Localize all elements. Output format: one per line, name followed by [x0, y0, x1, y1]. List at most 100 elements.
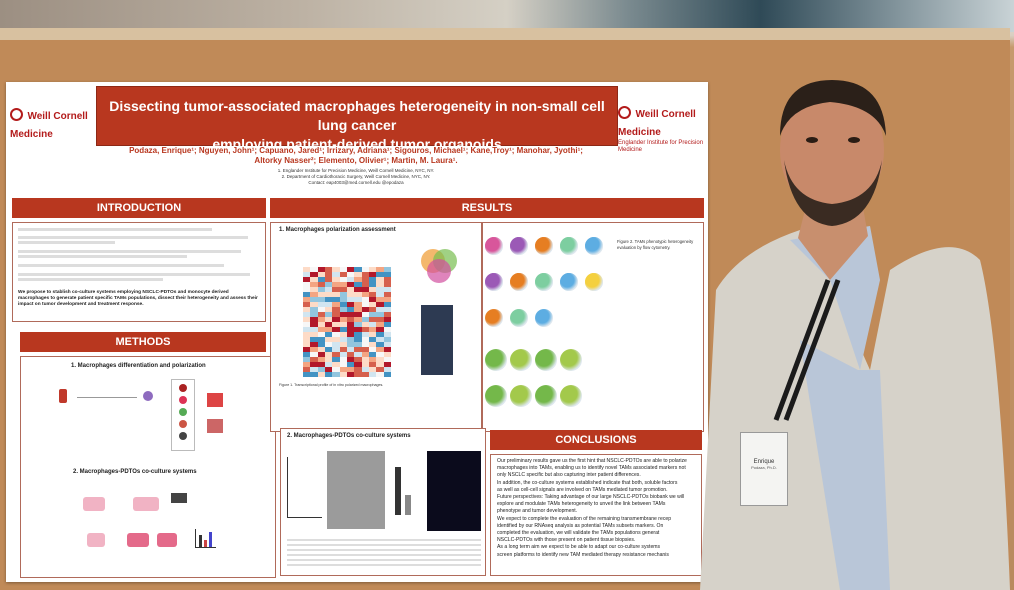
- heatmap-cell: [325, 362, 333, 367]
- window-background: [0, 0, 1014, 32]
- umap-plot: [585, 237, 603, 255]
- heatmap-cell: [376, 307, 384, 312]
- introduction-box: We propose to stablish co-culture system…: [12, 222, 266, 322]
- heatmap-cell: [347, 267, 355, 272]
- heatmap-cell: [361, 332, 369, 337]
- heatmap-cell: [354, 312, 362, 317]
- results-panel-2: 2. Macrophages-PDTOs co-culture systems: [280, 428, 486, 576]
- heatmap-cell: [325, 287, 333, 292]
- heatmap-cell: [383, 372, 391, 377]
- umap-grid: [485, 237, 613, 427]
- conclusions-line: as well as cell-cell signals are involve…: [497, 486, 668, 493]
- bar-plot: [393, 453, 419, 515]
- heatmap-cell: [303, 317, 311, 322]
- heatmap-cell: [347, 332, 355, 337]
- heatmap-cell: [354, 287, 362, 292]
- heatmap-cell: [325, 342, 333, 347]
- heatmap-cell: [369, 362, 377, 367]
- heatmap-cell: [325, 277, 333, 282]
- heatmap-cell: [325, 322, 333, 327]
- heatmap-cell: [303, 337, 311, 342]
- heatmap-cell: [347, 342, 355, 347]
- heatmap-cell: [310, 322, 318, 327]
- heatmap-cell: [376, 357, 384, 362]
- heatmap-cell: [383, 272, 391, 277]
- affiliations: 1. Englander Institute for Precision Med…: [116, 168, 596, 186]
- heatmap-cell: [347, 327, 355, 332]
- heatmap-cell: [383, 362, 391, 367]
- heatmap-cell: [303, 297, 311, 302]
- heatmap-cell: [361, 267, 369, 272]
- heatmap-cell: [376, 362, 384, 367]
- heatmap-cell: [369, 372, 377, 377]
- heatmap-cell: [339, 302, 347, 307]
- conclusions-line: Our preliminary results gave us the firs…: [497, 458, 687, 464]
- microscopy-thumbnail: [207, 393, 223, 407]
- heatmap-cell: [376, 282, 384, 287]
- culture-plate-icon: [133, 497, 159, 511]
- heatmap-cell: [376, 272, 384, 277]
- heatmap-cell: [369, 267, 377, 272]
- conclusions-line: screen platforms to identify new TAM med…: [497, 551, 669, 558]
- heatmap-cell: [332, 327, 340, 332]
- board-frame: [0, 28, 1010, 42]
- heatmap-cell: [383, 287, 391, 292]
- heatmap-cell: [361, 362, 369, 367]
- heatmap-cell: [347, 297, 355, 302]
- heatmap-cell: [332, 357, 340, 362]
- heatmap-cell: [347, 307, 355, 312]
- heatmap-cell: [339, 342, 347, 347]
- heatmap-cell: [347, 337, 355, 342]
- title-line-1: Dissecting tumor-associated macrophages …: [109, 98, 605, 133]
- results-panel-1: 1. Macrophages polarization assessment F…: [270, 222, 482, 432]
- heatmap-cell: [339, 347, 347, 352]
- polarization-panel: [171, 379, 195, 451]
- heatmap-cell: [339, 337, 347, 342]
- heatmap-cell: [325, 337, 333, 342]
- umap-plot: [510, 273, 528, 291]
- heatmap-cell: [325, 347, 333, 352]
- conclusions-line: As a long term aim we expect to be able …: [497, 544, 661, 551]
- heatmap-cell: [310, 362, 318, 367]
- heatmap-cell: [383, 297, 391, 302]
- heatmap-cell: [376, 352, 384, 357]
- heatmap-cell: [303, 287, 311, 292]
- heatmap-cell: [325, 292, 333, 297]
- umap-plot: [510, 237, 528, 255]
- heatmap-cell: [376, 287, 384, 292]
- heatmap-cell: [303, 292, 311, 297]
- heatmap-cell: [361, 297, 369, 302]
- umap-plot: [485, 237, 503, 255]
- heatmap-cell: [339, 352, 347, 357]
- umap-plot: [560, 273, 578, 291]
- heatmap-cell: [347, 322, 355, 327]
- heatmap-cell: [383, 282, 391, 287]
- heatmap-cell: [303, 352, 311, 357]
- heatmap-cell: [317, 272, 325, 277]
- heatmap-cell: [369, 302, 377, 307]
- heatmap-cell: [376, 327, 384, 332]
- heatmap-cell: [339, 297, 347, 302]
- research-poster: Weill Cornell Medicine Dissecting tumor-…: [6, 82, 708, 582]
- conclusions-text: Our preliminary results gave us the firs…: [491, 455, 701, 562]
- heatmap-cell: [361, 272, 369, 277]
- results-header: RESULTS: [270, 198, 704, 218]
- heatmap-cell: [361, 352, 369, 357]
- umap-plot: [560, 349, 582, 371]
- heatmap-cell: [383, 367, 391, 372]
- heatmap-cell: [361, 317, 369, 322]
- venn-diagram: [421, 249, 457, 285]
- heatmap-cell: [303, 302, 311, 307]
- methods-header: METHODS: [20, 332, 266, 352]
- heatmap-cell: [376, 317, 384, 322]
- heatmap-cell: [339, 307, 347, 312]
- heatmap-cell: [339, 277, 347, 282]
- heatmap-cell: [303, 347, 311, 352]
- microscopy-panel: [327, 451, 385, 529]
- figure-1-caption: Figure 1. Transcriptional profile of in …: [279, 383, 384, 387]
- heatmap-cell: [339, 362, 347, 367]
- heatmap-cell: [332, 282, 340, 287]
- author-list: Podaza, Enrique¹; Nguyen, John¹; Capuano…: [129, 146, 583, 165]
- heatmap-cell: [369, 357, 377, 362]
- umap-plot: [560, 237, 578, 255]
